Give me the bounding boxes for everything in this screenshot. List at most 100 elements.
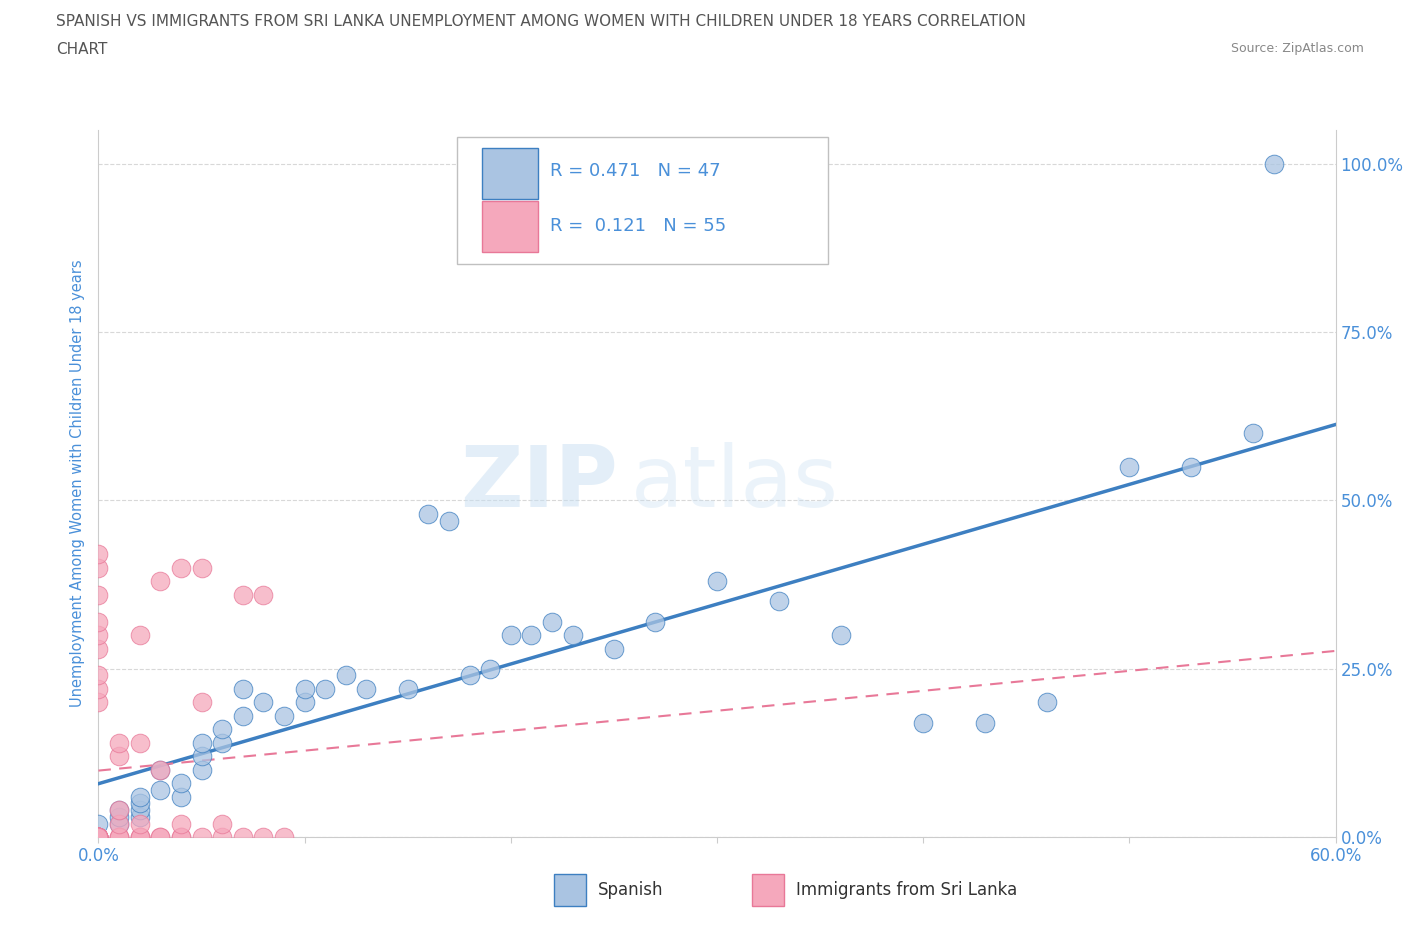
- Text: Immigrants from Sri Lanka: Immigrants from Sri Lanka: [796, 881, 1018, 899]
- Text: Spanish: Spanish: [599, 881, 664, 899]
- Point: [149, 763, 172, 777]
- Point: [87, 668, 110, 683]
- Point: [87, 830, 110, 844]
- Point: [108, 830, 131, 844]
- Point: [87, 560, 110, 575]
- Point: [87, 695, 110, 710]
- Point: [87, 830, 110, 844]
- Point: [128, 628, 150, 643]
- Point: [437, 513, 460, 528]
- Point: [149, 574, 172, 589]
- Point: [232, 682, 254, 697]
- Text: Source: ZipAtlas.com: Source: ZipAtlas.com: [1230, 42, 1364, 55]
- Point: [128, 796, 150, 811]
- Point: [1118, 459, 1140, 474]
- Point: [170, 830, 193, 844]
- Point: [87, 641, 110, 656]
- Point: [273, 709, 295, 724]
- Point: [211, 817, 233, 831]
- Point: [190, 560, 212, 575]
- Point: [418, 507, 440, 522]
- FancyBboxPatch shape: [752, 874, 785, 906]
- Point: [252, 695, 274, 710]
- Point: [314, 682, 336, 697]
- Point: [108, 736, 131, 751]
- Point: [87, 830, 110, 844]
- Point: [830, 628, 852, 643]
- Text: SPANISH VS IMMIGRANTS FROM SRI LANKA UNEMPLOYMENT AMONG WOMEN WITH CHILDREN UNDE: SPANISH VS IMMIGRANTS FROM SRI LANKA UNE…: [56, 14, 1026, 29]
- Point: [87, 587, 110, 602]
- Point: [87, 830, 110, 844]
- Point: [252, 830, 274, 844]
- Text: CHART: CHART: [56, 42, 108, 57]
- Point: [190, 695, 212, 710]
- Point: [108, 817, 131, 831]
- Point: [232, 587, 254, 602]
- Point: [1241, 426, 1264, 441]
- Point: [87, 830, 110, 844]
- Point: [561, 628, 583, 643]
- Point: [87, 830, 110, 844]
- Point: [294, 682, 316, 697]
- Point: [108, 809, 131, 824]
- FancyBboxPatch shape: [554, 874, 586, 906]
- Point: [87, 614, 110, 629]
- Point: [211, 830, 233, 844]
- Point: [87, 830, 110, 844]
- Text: R = 0.471   N = 47: R = 0.471 N = 47: [550, 163, 721, 180]
- Point: [149, 782, 172, 797]
- Point: [149, 763, 172, 777]
- Point: [356, 682, 378, 697]
- Point: [520, 628, 543, 643]
- FancyBboxPatch shape: [482, 148, 537, 199]
- Point: [170, 790, 193, 804]
- Text: R =  0.121   N = 55: R = 0.121 N = 55: [550, 217, 727, 234]
- Point: [149, 830, 172, 844]
- FancyBboxPatch shape: [482, 201, 537, 252]
- Text: ZIP: ZIP: [460, 442, 619, 525]
- Point: [128, 817, 150, 831]
- Point: [912, 715, 935, 730]
- Point: [541, 614, 564, 629]
- Point: [768, 594, 790, 609]
- Point: [87, 830, 110, 844]
- FancyBboxPatch shape: [457, 138, 828, 264]
- Text: atlas: atlas: [630, 442, 838, 525]
- Point: [706, 574, 728, 589]
- Point: [87, 682, 110, 697]
- Point: [190, 763, 212, 777]
- Point: [108, 817, 131, 831]
- Point: [108, 803, 131, 817]
- Point: [128, 830, 150, 844]
- Point: [87, 817, 110, 831]
- Point: [232, 709, 254, 724]
- Point: [273, 830, 295, 844]
- Point: [108, 803, 131, 817]
- Point: [396, 682, 419, 697]
- Point: [190, 830, 212, 844]
- Point: [128, 830, 150, 844]
- Point: [87, 830, 110, 844]
- Point: [294, 695, 316, 710]
- Point: [252, 587, 274, 602]
- Point: [87, 830, 110, 844]
- Point: [479, 661, 502, 676]
- Point: [108, 830, 131, 844]
- Point: [108, 830, 131, 844]
- Point: [149, 830, 172, 844]
- Point: [170, 560, 193, 575]
- Point: [87, 830, 110, 844]
- Point: [128, 809, 150, 824]
- Point: [128, 736, 150, 751]
- Point: [108, 749, 131, 764]
- Point: [644, 614, 666, 629]
- Point: [335, 668, 357, 683]
- Point: [87, 830, 110, 844]
- Point: [128, 830, 150, 844]
- Point: [170, 830, 193, 844]
- Point: [1180, 459, 1202, 474]
- Point: [603, 641, 626, 656]
- Point: [170, 776, 193, 790]
- Point: [87, 830, 110, 844]
- Point: [458, 668, 481, 683]
